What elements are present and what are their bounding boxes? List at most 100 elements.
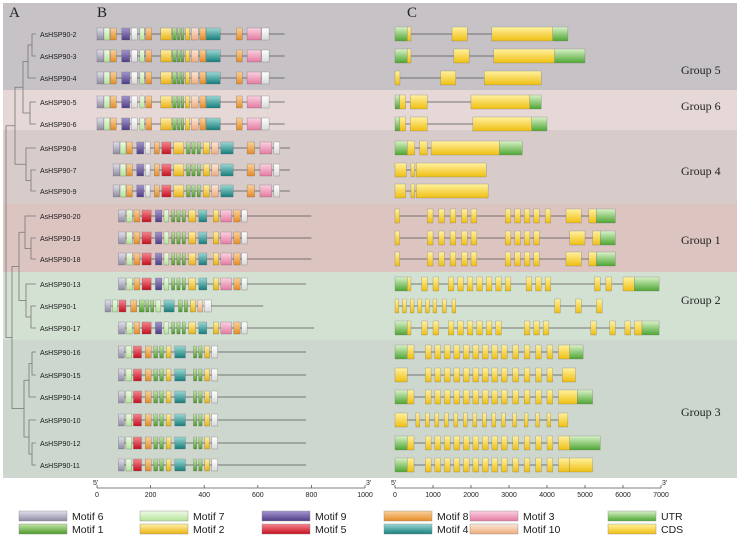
utr-block <box>554 48 586 64</box>
motif-box-9 <box>121 71 130 85</box>
cds-block <box>624 320 631 336</box>
motif-box-2 <box>185 71 190 85</box>
cds-block <box>524 208 531 224</box>
cds-block <box>562 367 576 383</box>
motif-box-9 <box>155 209 163 223</box>
cds-block <box>394 70 401 86</box>
cds-block <box>438 208 445 224</box>
cds-block <box>427 251 434 267</box>
motif-box-8 <box>145 27 152 41</box>
motif-box-4 <box>198 252 208 266</box>
legend-item: Motif 10 <box>469 523 561 536</box>
cds-block <box>514 251 521 267</box>
cds-block <box>622 276 635 292</box>
motif-box-8 <box>110 71 117 85</box>
cds-block <box>453 389 460 405</box>
motif-box-1 <box>181 27 184 41</box>
cds-block <box>533 230 540 246</box>
motif-box-2 <box>188 231 196 245</box>
cds-block <box>419 140 428 156</box>
motif-box-1 <box>172 49 177 63</box>
cds-block <box>427 230 434 246</box>
gene-name: AsHSP90-6 <box>40 122 77 129</box>
motif-box-8 <box>110 95 117 109</box>
motif-box-4 <box>198 277 208 291</box>
legend-item: Motif 4 <box>383 523 469 536</box>
motif-box-9 <box>136 184 144 198</box>
cds-block <box>493 48 555 64</box>
motif-box-8 <box>145 71 152 85</box>
motif-box-1 <box>171 321 175 335</box>
motif-box-blank <box>241 209 248 223</box>
motif-box-1 <box>171 231 175 245</box>
motif-box-2 <box>190 299 196 313</box>
cds-block <box>444 457 451 473</box>
motif-box-2 <box>160 27 172 41</box>
cds-block <box>524 389 531 405</box>
utr-block <box>394 116 400 132</box>
legend-item: CDS <box>607 523 683 536</box>
cds-block <box>457 276 464 292</box>
cds-block <box>399 94 406 110</box>
cds-block <box>533 251 540 267</box>
motif-box-blank <box>261 27 270 41</box>
axis_motif: 0 200 400 600 800 1000 5' 3' <box>93 480 373 499</box>
motif-box-6 <box>112 141 120 155</box>
utr-block <box>394 26 408 42</box>
cds-block <box>470 230 477 246</box>
legend-label: Motif 1 <box>72 524 104 536</box>
utr-block <box>394 48 408 64</box>
motif-box-1 <box>182 277 186 291</box>
motif-box-1 <box>153 458 158 472</box>
motif-box-8 <box>110 27 117 41</box>
axis-tick-label: 3000 <box>501 492 517 499</box>
axis-tick-label: 1000 <box>425 492 441 499</box>
cds-block <box>514 208 521 224</box>
motif-box-blank <box>273 163 280 177</box>
motif-box-1 <box>182 231 186 245</box>
motif-box-7 <box>125 413 132 427</box>
motif-box-7 <box>163 209 169 223</box>
motif-box-7 <box>126 321 133 335</box>
legend-swatch <box>261 523 311 535</box>
utr-block <box>394 344 408 360</box>
cds-block <box>558 457 570 473</box>
axis-tick-label: 0 <box>95 492 99 499</box>
motif-box-2 <box>204 413 210 427</box>
axis-tick-label: 6000 <box>615 492 631 499</box>
cds-block <box>444 389 451 405</box>
motif-box-5 <box>141 321 152 335</box>
motif-box-1 <box>181 49 184 63</box>
motif-box-9 <box>121 27 130 41</box>
cds-block <box>501 344 508 360</box>
gene-row: AsHSP90-2 <box>40 26 569 42</box>
cds-block <box>569 230 586 246</box>
motif-box-1 <box>153 345 158 359</box>
motif-box-7 <box>112 299 118 313</box>
cds-block <box>425 389 432 405</box>
cds-block <box>524 367 531 383</box>
cds-block <box>425 367 432 383</box>
motif-box-blank <box>131 71 138 85</box>
legend-label: Motif 10 <box>523 524 561 536</box>
motif-box-2 <box>188 321 196 335</box>
cds-block <box>421 276 428 292</box>
cds-block <box>421 320 428 336</box>
gene-row: AsHSP90-4 <box>40 70 542 86</box>
cds-block <box>432 320 439 336</box>
cds-block <box>453 435 460 451</box>
motif-box-2 <box>204 345 210 359</box>
cds-block <box>501 435 508 451</box>
cds-block <box>476 320 483 336</box>
motif-box-1 <box>153 390 158 404</box>
cds-block <box>554 298 561 314</box>
motif-box-1 <box>172 95 177 109</box>
cds-block <box>434 412 439 428</box>
motif-box-6 <box>118 436 125 450</box>
legend-swatch <box>469 523 519 535</box>
group-label: Group 1 <box>681 233 721 247</box>
phylogenetic-tree <box>5 33 36 466</box>
cds-block <box>425 435 432 451</box>
gene-name: AsHSP90-10 <box>40 418 81 425</box>
cds-block <box>461 208 468 224</box>
